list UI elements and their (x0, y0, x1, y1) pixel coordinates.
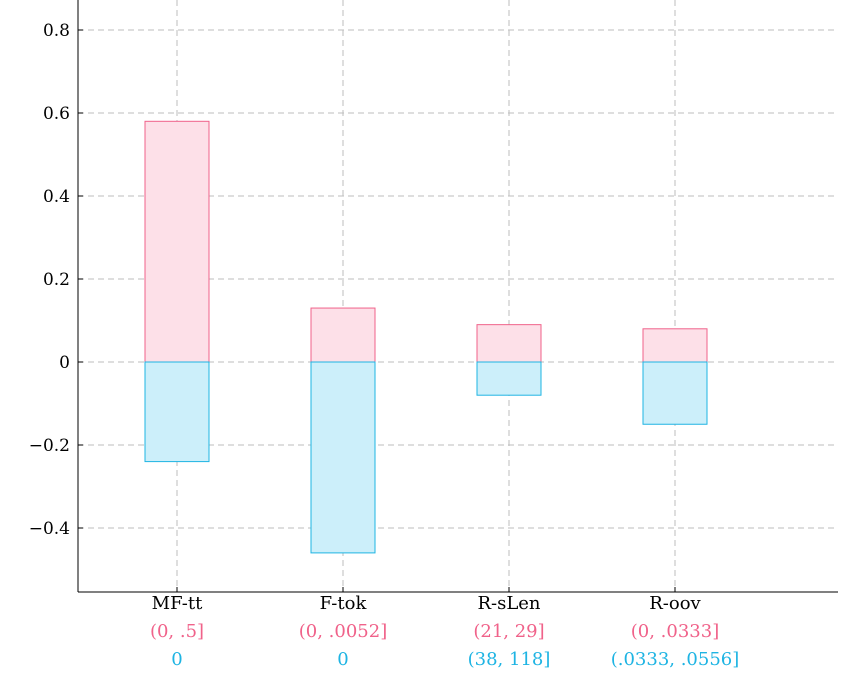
category-sublabel: 0 (171, 649, 182, 670)
x-axis-labels: MF-tt (0, .5] 0 F-tok (0, .0052] 0 R-sLen (21, … (150, 593, 739, 670)
category-sublabel: 0 (337, 649, 348, 670)
y-tick-label: 0.6 (43, 104, 70, 124)
positive-bar-F-tok (310, 307, 376, 363)
category-sublabel: (0, .0052] (299, 621, 387, 642)
category-sublabel: (.0333, .0556] (611, 649, 740, 670)
category-sublabel: (38, 118] (468, 649, 551, 670)
category-sublabel: (0, .0333] (631, 621, 719, 642)
category-label: R-sLen (477, 593, 540, 614)
positive-bar-R-oov (642, 328, 708, 363)
bars (144, 120, 708, 554)
positive-bar-MF-tt (144, 120, 210, 363)
category-label: R-oov (649, 593, 701, 614)
y-tick-label: −0.4 (29, 519, 70, 539)
y-tick-label: 0.4 (43, 187, 70, 207)
y-tick-label: 0.2 (43, 270, 70, 290)
y-tick-label: 0 (59, 353, 70, 373)
category-sublabel: (21, 29] (473, 621, 544, 642)
grid (78, 0, 838, 592)
y-tick-label: 0.8 (43, 21, 70, 41)
negative-bar-R-sLen (476, 361, 542, 396)
negative-bar-R-oov (642, 361, 708, 425)
axes (77, 0, 838, 593)
category-sublabel: (0, .5] (150, 621, 204, 642)
negative-bar-MF-tt (144, 361, 210, 463)
positive-bar-R-sLen (476, 324, 542, 363)
category-label: MF-tt (152, 593, 203, 614)
y-axis-ticks: −0.4 −0.2 0 0.2 0.4 0.6 0.8 (29, 21, 83, 539)
negative-bar-F-tok (310, 361, 376, 554)
y-tick-label: −0.2 (29, 436, 70, 456)
category-label: F-tok (320, 593, 368, 614)
